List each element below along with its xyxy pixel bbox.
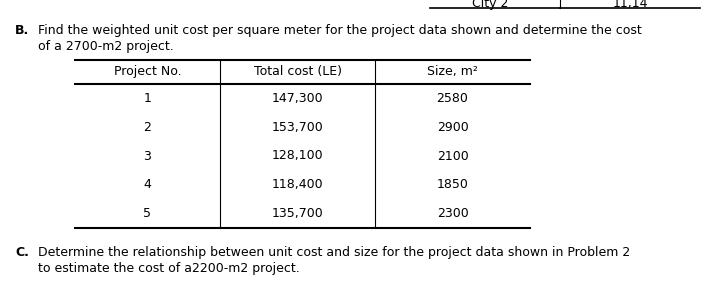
Text: 1850: 1850 <box>436 178 469 191</box>
Text: 147,300: 147,300 <box>271 92 323 105</box>
Text: 2: 2 <box>143 121 151 134</box>
Text: 2900: 2900 <box>436 121 469 134</box>
Text: of a 2700-m2 project.: of a 2700-m2 project. <box>38 40 174 53</box>
Text: C.: C. <box>15 246 29 259</box>
Text: Find the weighted unit cost per square meter for the project data shown and dete: Find the weighted unit cost per square m… <box>38 24 642 37</box>
Text: 135,700: 135,700 <box>271 207 323 220</box>
Text: B.: B. <box>15 24 30 37</box>
Text: 1: 1 <box>143 92 151 105</box>
Text: 4: 4 <box>143 178 151 191</box>
Text: 2300: 2300 <box>436 207 469 220</box>
Text: Size, m²: Size, m² <box>427 65 478 79</box>
Text: 128,100: 128,100 <box>271 150 323 163</box>
Text: 3: 3 <box>143 150 151 163</box>
Text: to estimate the cost of a2200-m2 project.: to estimate the cost of a2200-m2 project… <box>38 262 300 275</box>
Text: 118,400: 118,400 <box>271 178 323 191</box>
Text: 2100: 2100 <box>436 150 469 163</box>
Text: 5: 5 <box>143 207 151 220</box>
Text: Project No.: Project No. <box>114 65 181 79</box>
Text: 153,700: 153,700 <box>271 121 323 134</box>
Text: Determine the relationship between unit cost and size for the project data shown: Determine the relationship between unit … <box>38 246 630 259</box>
Text: City 2: City 2 <box>472 0 508 11</box>
Text: Total cost (LE): Total cost (LE) <box>253 65 341 79</box>
Text: 11,14: 11,14 <box>612 0 648 11</box>
Text: 2580: 2580 <box>436 92 469 105</box>
